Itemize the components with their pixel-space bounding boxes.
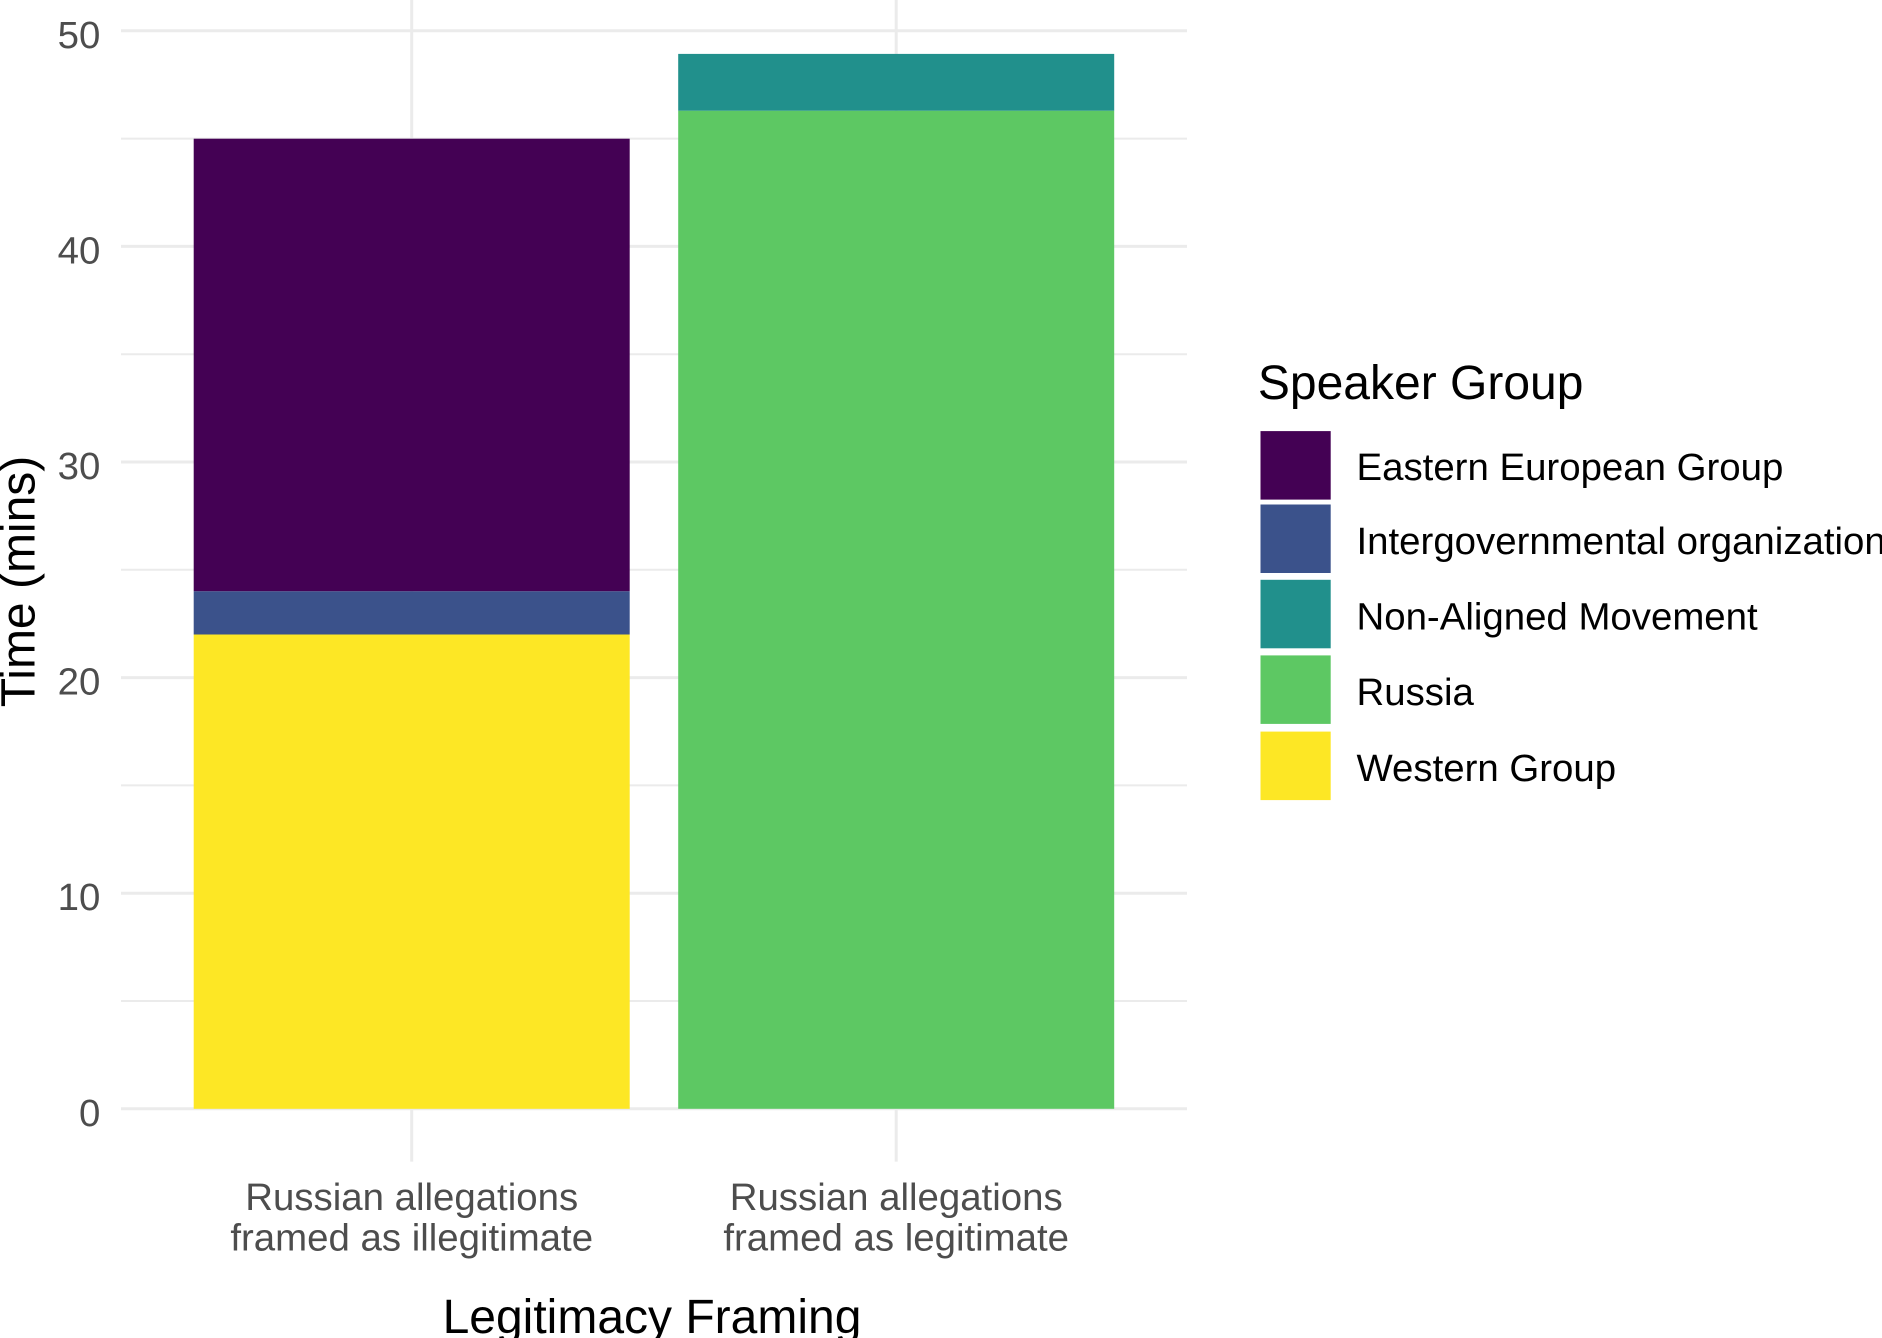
svg-text:Russian allegations: Russian allegations — [730, 1176, 1063, 1219]
svg-text:Western Group: Western Group — [1357, 747, 1617, 790]
svg-text:Russia: Russia — [1357, 671, 1475, 714]
svg-text:framed as illegitimate: framed as illegitimate — [230, 1217, 593, 1260]
svg-text:Speaker Group: Speaker Group — [1258, 357, 1584, 410]
svg-text:Legitimacy Framing: Legitimacy Framing — [443, 1291, 862, 1338]
svg-text:Russian allegations: Russian allegations — [245, 1176, 578, 1219]
svg-text:Intergovernmental organization: Intergovernmental organization — [1357, 520, 1882, 563]
svg-text:Non-Aligned Movement: Non-Aligned Movement — [1357, 596, 1759, 639]
svg-text:40: 40 — [58, 229, 101, 272]
svg-text:0: 0 — [79, 1092, 100, 1135]
svg-text:framed as legitimate: framed as legitimate — [723, 1217, 1069, 1260]
svg-text:Time (mins): Time (mins) — [0, 456, 46, 708]
svg-text:10: 10 — [58, 876, 101, 919]
svg-text:30: 30 — [58, 445, 101, 488]
svg-text:20: 20 — [58, 661, 101, 704]
svg-text:Eastern European Group: Eastern European Group — [1357, 446, 1784, 489]
svg-text:50: 50 — [58, 14, 101, 57]
